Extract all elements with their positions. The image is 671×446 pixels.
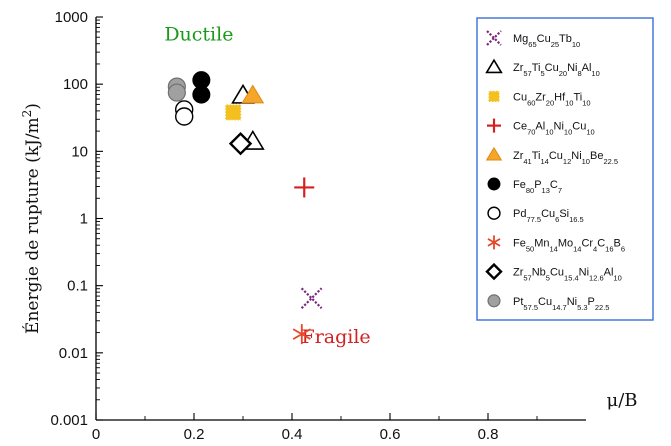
legend-label: Ce70Al10Ni10Cu10 <box>513 121 595 137</box>
legend-label: Zr57Ti5Cu20Ni8Al10 <box>513 62 600 78</box>
y-tick-label: 100 <box>63 76 88 93</box>
legend: Mg65Cu25Tb10 Zr57Ti5Cu20Ni8Al10 Cu60Zr20Hf… <box>476 17 654 321</box>
legend-marker <box>487 294 501 308</box>
x-tick-label: 0.6 <box>380 426 401 443</box>
legend-marker <box>487 206 501 220</box>
x-tick-label: 0 <box>92 426 100 443</box>
y-tick-label: 0.01 <box>59 345 88 362</box>
y-tick-label: 0.001 <box>50 412 88 429</box>
y-axis-label: Énergie de rupture (kJ/m2) <box>20 103 43 334</box>
data-point <box>294 177 315 198</box>
legend-label: Zr57Nb5Cu15.4Ni12.6Al10 <box>513 267 622 283</box>
legend-label: Pt57.5Cu14.7Ni5.3P22.5 <box>513 296 609 312</box>
data-point <box>224 103 242 122</box>
data-point <box>192 85 211 104</box>
legend-box <box>476 17 654 321</box>
legend-marker <box>487 177 501 191</box>
fragile-label: Fragile <box>302 326 371 348</box>
legend-marker <box>487 90 501 103</box>
legend-label: Pd77.5Cu6Si16.5 <box>513 208 584 224</box>
data-point <box>228 131 253 156</box>
legend-label: Fe80P13C7 <box>513 179 562 195</box>
data-point <box>174 107 194 126</box>
axes: 0.001 0.01 0.1 1 10 100 1000 0 0.2 0.4 0.6 0.8 μ/B Én… <box>20 9 638 443</box>
data-point <box>167 83 186 102</box>
legend-marker <box>485 58 503 74</box>
x-tick-label: 0.2 <box>184 426 205 443</box>
legend-label: Cu60Zr20Hf10Ti10 <box>513 91 591 107</box>
y-tick-label: 10 <box>71 143 88 160</box>
legend-marker <box>485 146 503 161</box>
x-tick-label: 0.8 <box>478 426 499 443</box>
data-point <box>292 324 311 345</box>
ductile-label: Ductile <box>164 23 233 45</box>
legend-label: Zr41Ti14Cu12Ni10Be22.5 <box>513 150 618 166</box>
legend-marker <box>487 235 501 250</box>
legend-marker <box>486 30 502 46</box>
data-points <box>167 71 323 345</box>
y-tick-label: 1000 <box>55 9 88 26</box>
legend-marker <box>487 118 501 133</box>
x-tick-label: 0.4 <box>282 426 303 443</box>
legend-label: Mg65Cu25Tb10 <box>513 33 580 49</box>
legend-marker <box>485 262 503 281</box>
data-point <box>241 84 265 104</box>
y-tick-label: 0.1 <box>67 278 88 295</box>
x-axis-label: μ/B <box>607 390 638 411</box>
data-point <box>300 287 323 310</box>
legend-label: Fe50Mn14Mo14Cr4C16B6 <box>513 237 625 253</box>
y-tick-label: 1 <box>80 211 88 228</box>
